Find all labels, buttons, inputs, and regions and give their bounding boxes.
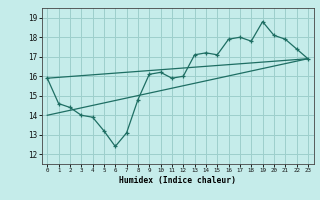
X-axis label: Humidex (Indice chaleur): Humidex (Indice chaleur) <box>119 176 236 185</box>
